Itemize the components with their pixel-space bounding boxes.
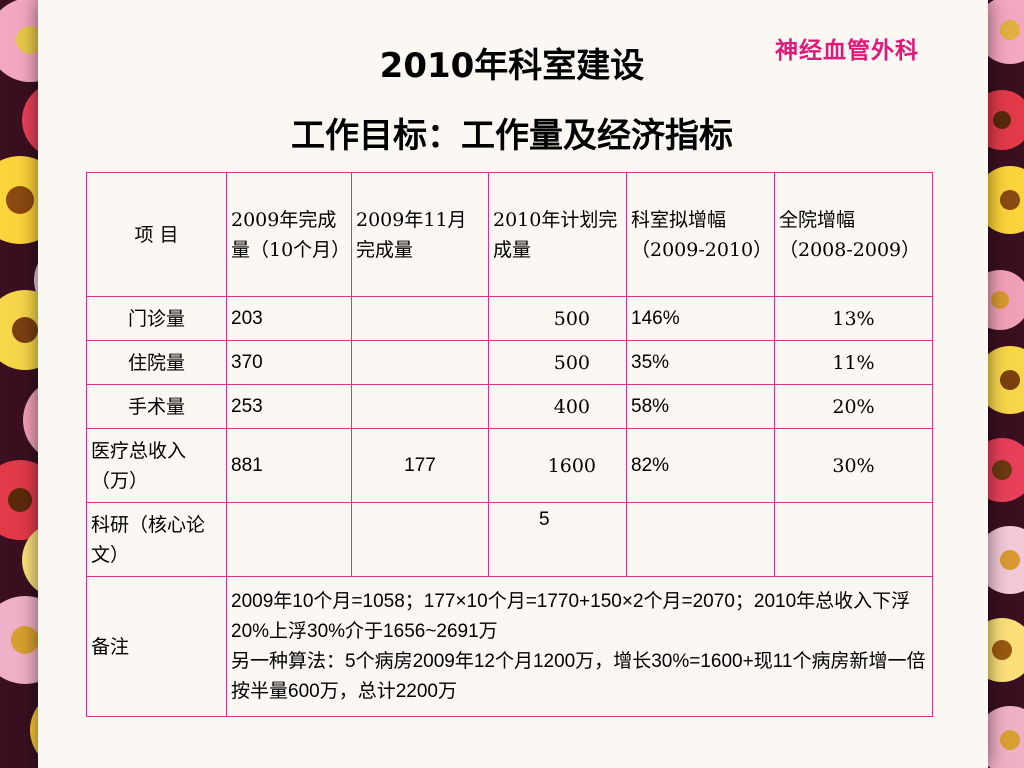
row-item: 住院量 (86, 340, 227, 385)
row-item: 医疗总收入（万） (86, 428, 227, 503)
cell-dept-growth: 58% (626, 384, 775, 429)
cell-2009-10-months: 881 (226, 428, 352, 503)
remarks-line: 另一种算法：5个病房2009年12个月1200万，增长30%=1600+现11个… (231, 650, 926, 702)
remarks-label: 备注 (86, 576, 227, 717)
cell-2009-10-months: 253 (226, 384, 352, 429)
department-label: 神经血管外科 (775, 38, 919, 64)
cell-plan-2010: 500 (488, 296, 627, 341)
cell-2009-nov (351, 502, 489, 577)
header-plan-2010: 2010年计划完成量 (488, 172, 627, 297)
table-row: 科研（核心论文） 5 (86, 502, 933, 577)
cell-2009-nov (351, 340, 489, 385)
remarks-row: 备注 2009年10个月=1058；177×10个月=1770+150×2个月=… (86, 576, 933, 717)
cell-plan-2010: 5 (488, 502, 627, 577)
cell-2009-nov (351, 296, 489, 341)
remarks-line: 2009年10个月=1058；177×10个月=1770+150×2个月=207… (231, 590, 911, 642)
cell-dept-growth: 35% (626, 340, 775, 385)
header-dept-growth: 科室拟增幅（2009-2010） (626, 172, 775, 297)
header-2009-nov: 2009年11月完成量 (351, 172, 489, 297)
cell-hospital-growth: 20% (774, 384, 933, 429)
slide-title: 2010年科室建设 (379, 46, 645, 86)
row-item: 手术量 (86, 384, 227, 429)
cell-dept-growth (626, 502, 775, 577)
kpi-table: 项 目 2009年完成量（10个月） 2009年11月完成量 2010年计划完成… (86, 172, 933, 717)
cell-2009-10-months: 203 (226, 296, 352, 341)
cell-hospital-growth: 11% (774, 340, 933, 385)
cell-hospital-growth: 30% (774, 428, 933, 503)
cell-2009-nov: 177 (351, 428, 489, 503)
cell-plan-2010: 400 (488, 384, 627, 429)
row-item: 门诊量 (86, 296, 227, 341)
cell-2009-10-months (226, 502, 352, 577)
cell-hospital-growth (774, 502, 933, 577)
cell-2009-10-months: 370 (226, 340, 352, 385)
header-2009-10-months: 2009年完成量（10个月） (226, 172, 352, 297)
header-item: 项 目 (86, 172, 227, 297)
table-row: 门诊量 203 500 146% 13% (86, 296, 933, 341)
cell-plan-2010: 500 (488, 340, 627, 385)
cell-plan-2010: 1600 (488, 428, 627, 503)
cell-dept-growth: 146% (626, 296, 775, 341)
row-item: 科研（核心论文） (86, 502, 227, 577)
cell-dept-growth: 82% (626, 428, 775, 503)
remarks-content: 2009年10个月=1058；177×10个月=1770+150×2个月=207… (226, 576, 933, 717)
header-hospital-growth: 全院增幅（2008-2009） (774, 172, 933, 297)
cell-hospital-growth: 13% (774, 296, 933, 341)
table-header-row: 项 目 2009年完成量（10个月） 2009年11月完成量 2010年计划完成… (86, 172, 933, 297)
table-row: 手术量 253 400 58% 20% (86, 384, 933, 429)
slide-subtitle: 工作目标：工作量及经济指标 (291, 116, 733, 156)
table-row: 医疗总收入（万） 881 177 1600 82% 30% (86, 428, 933, 503)
table-row: 住院量 370 500 35% 11% (86, 340, 933, 385)
cell-2009-nov (351, 384, 489, 429)
